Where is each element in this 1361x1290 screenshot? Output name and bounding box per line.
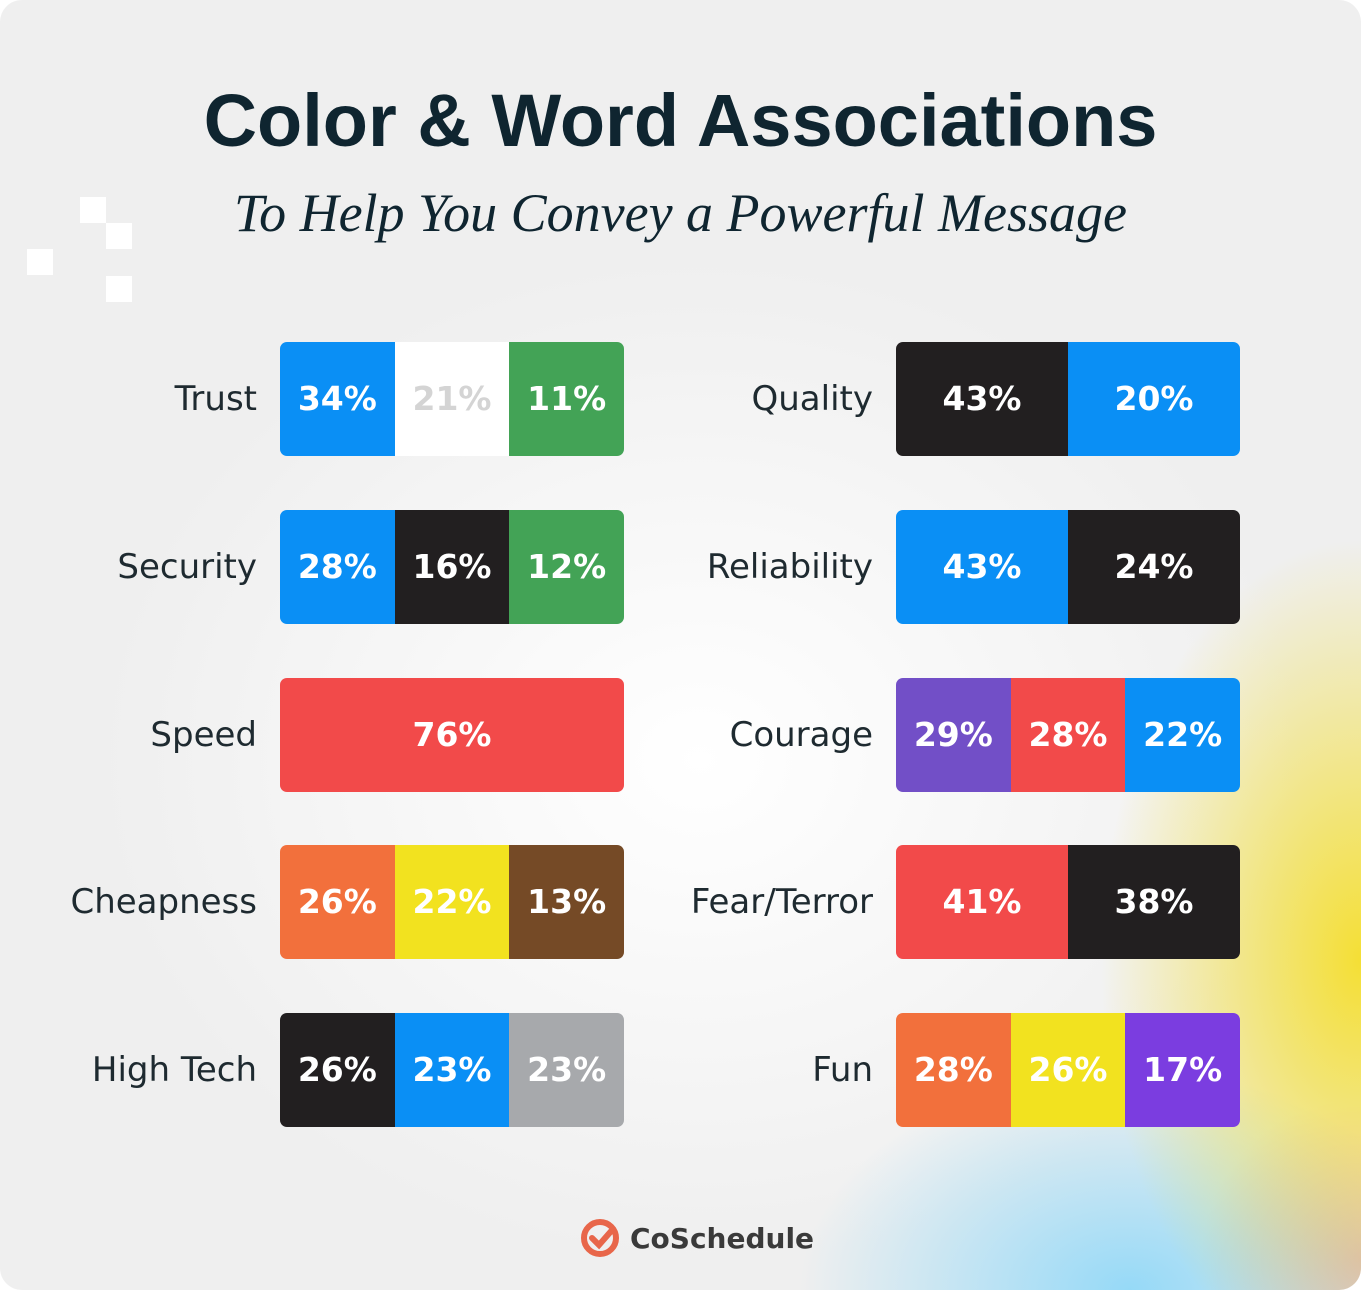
- segment: 43%: [896, 509, 1068, 624]
- logo: [581, 1219, 619, 1257]
- segment: 12%: [509, 509, 624, 624]
- bar: 29% 28% 22%: [896, 677, 1240, 792]
- segment: 23%: [509, 1013, 624, 1127]
- title: Color & Word Associations: [203, 79, 1158, 162]
- row-label: Courage: [729, 714, 873, 755]
- row-label: Quality: [751, 379, 874, 419]
- row-label: Security: [117, 546, 257, 587]
- segment: 43%: [896, 342, 1068, 456]
- row-label: Reliability: [706, 546, 873, 587]
- segment: 28%: [1010, 677, 1126, 792]
- segment: 13%: [509, 845, 624, 960]
- row-label: Fear/Terror: [690, 882, 873, 923]
- bar: 43% 24%: [896, 509, 1240, 624]
- segment: 16%: [394, 509, 510, 624]
- segment: 26%: [280, 1013, 395, 1127]
- decor: [106, 223, 132, 249]
- segment: 34%: [280, 342, 395, 456]
- bar: 28% 26% 17%: [896, 1013, 1240, 1127]
- segment: 41%: [896, 845, 1068, 960]
- segment: 29%: [896, 677, 1011, 792]
- bar: 43% 20%: [896, 342, 1240, 456]
- decor: [106, 276, 132, 302]
- segment: 23%: [394, 1013, 510, 1127]
- segment: 28%: [280, 509, 395, 624]
- bar: 76%: [280, 677, 624, 792]
- brand-name: CoSchedule: [630, 1221, 815, 1255]
- segment: 76%: [280, 677, 624, 792]
- row-label: Trust: [174, 379, 257, 419]
- subtitle: To Help You Convey a Powerful Message: [234, 183, 1127, 243]
- segment: 38%: [1068, 845, 1240, 960]
- decor: [27, 249, 53, 275]
- bar: 34% 21% 11%: [280, 342, 624, 456]
- segment: 21%: [394, 342, 510, 456]
- segment: 26%: [280, 845, 395, 960]
- row-label: Cheapness: [70, 882, 257, 923]
- row-label: Fun: [812, 1050, 873, 1090]
- bar: 26% 23% 23%: [280, 1013, 624, 1127]
- segment: 22%: [394, 845, 510, 960]
- segment: 24%: [1068, 509, 1240, 624]
- bar: 28% 16% 12%: [280, 509, 624, 624]
- segment: 28%: [896, 1013, 1011, 1127]
- segment: 22%: [1125, 677, 1240, 792]
- segment: 17%: [1125, 1013, 1240, 1127]
- segment: 26%: [1010, 1013, 1126, 1127]
- bar: 41% 38%: [896, 845, 1240, 960]
- segment: 20%: [1068, 342, 1240, 456]
- row-label: High Tech: [91, 1050, 257, 1090]
- bar: 26% 22% 13%: [280, 845, 624, 960]
- brand: CoSchedule: [580, 1218, 814, 1258]
- row-label: Speed: [150, 714, 257, 755]
- segment: 11%: [509, 342, 624, 456]
- decor: [80, 197, 106, 223]
